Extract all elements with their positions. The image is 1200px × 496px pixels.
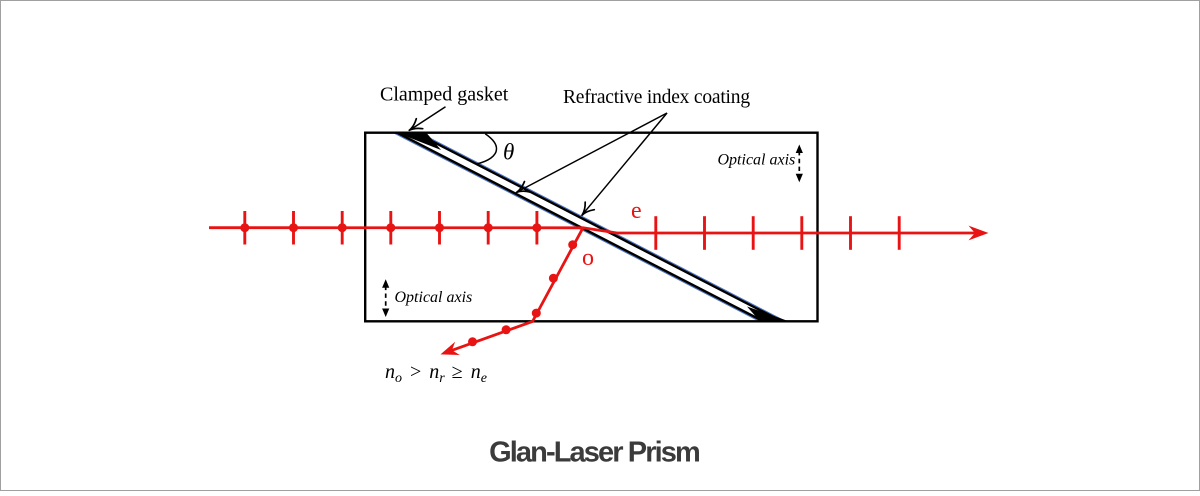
svg-text:Glan-Laser Prism: Glan-Laser Prism xyxy=(489,437,699,469)
svg-text:Optical axis: Optical axis xyxy=(395,289,473,306)
svg-text:e: e xyxy=(631,198,642,224)
svg-text:Clamped gasket: Clamped gasket xyxy=(380,84,509,106)
svg-text:Optical axis: Optical axis xyxy=(718,151,796,168)
svg-text:Refractive index coating: Refractive index coating xyxy=(563,87,750,108)
svg-text:θ: θ xyxy=(503,139,514,164)
svg-text:o: o xyxy=(582,245,594,271)
